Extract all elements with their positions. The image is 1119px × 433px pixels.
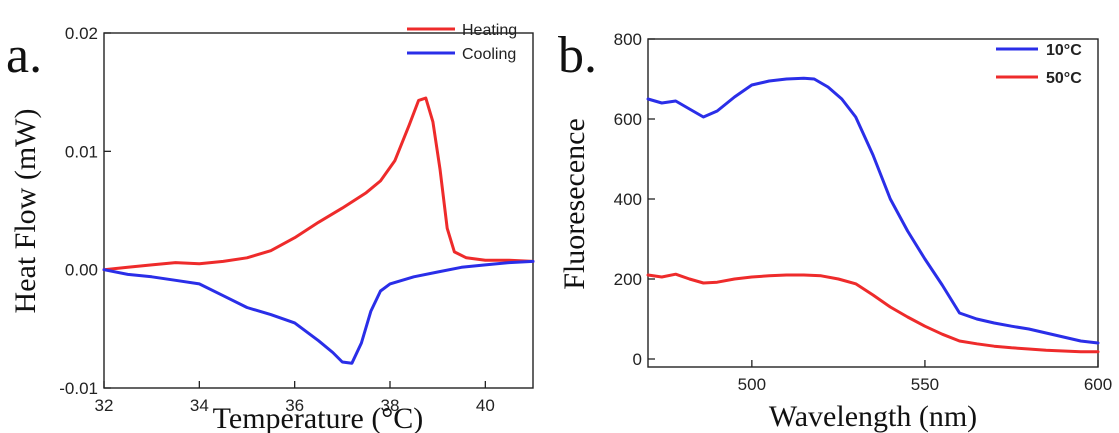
y-tick-label: 200 <box>614 270 642 289</box>
panel-b-x-axis-label: Wavelength (nm) <box>769 400 977 433</box>
x-tick-label: 40 <box>476 396 495 415</box>
panel-a-series <box>102 96 535 365</box>
x-tick-label: 36 <box>285 396 304 415</box>
y-tick-label: 600 <box>614 110 642 129</box>
panel-b-plot-frame <box>647 38 1099 368</box>
panel-a-legend: Heating Cooling <box>407 22 517 63</box>
y-tick-label: 800 <box>614 30 642 49</box>
legend-label-10c: 10°C <box>1046 42 1082 59</box>
series-line-1 <box>646 272 1100 354</box>
x-tick-label: 600 <box>1084 375 1112 394</box>
legend-label-50c: 50°C <box>1046 70 1082 87</box>
legend-label-cooling: Cooling <box>462 46 516 63</box>
panel-b-series <box>646 76 1100 354</box>
panel-a-label: a. <box>6 27 42 84</box>
x-tick-label: 32 <box>95 396 114 415</box>
series-line-0 <box>102 96 535 272</box>
panel-b-ticks: 500 550 600 0 200 400 600 800 <box>614 30 1113 394</box>
legend-label-heating: Heating <box>462 22 517 39</box>
x-tick-label: 38 <box>381 396 400 415</box>
panel-b-legend: 10°C 50°C <box>996 42 1082 87</box>
panel-a-y-axis-label: Heat Flow (mW) <box>9 109 42 314</box>
series-line-0 <box>646 76 1100 345</box>
x-tick-label: 500 <box>738 375 766 394</box>
x-tick-label: 34 <box>190 396 209 415</box>
y-tick-label: 400 <box>614 190 642 209</box>
panel-b-y-axis-label: Fluoresecence <box>558 118 591 290</box>
panel-b-fluorescence-chart: b. 500 550 600 0 200 400 600 800 10°C 50°C Wave… <box>558 27 1112 433</box>
panel-b-label: b. <box>558 27 597 84</box>
panel-a-x-axis-label: Temperature (°C) <box>213 402 424 433</box>
panel-a-plot-frame <box>103 32 534 389</box>
series-line-1 <box>102 259 535 365</box>
panel-a-heat-flow-chart: a. 32 34 36 38 40 -0.01 0.00 0.01 0.02 Heating C… <box>6 22 535 433</box>
y-tick-label: 0 <box>633 350 642 369</box>
x-tick-label: 550 <box>911 375 939 394</box>
y-tick-label: -0.01 <box>59 379 98 398</box>
y-tick-label: 0.00 <box>65 261 98 280</box>
y-tick-label: 0.02 <box>65 24 98 43</box>
y-tick-label: 0.01 <box>65 142 98 161</box>
panel-a-ticks: 32 34 36 38 40 -0.01 0.00 0.01 0.02 <box>59 24 495 415</box>
